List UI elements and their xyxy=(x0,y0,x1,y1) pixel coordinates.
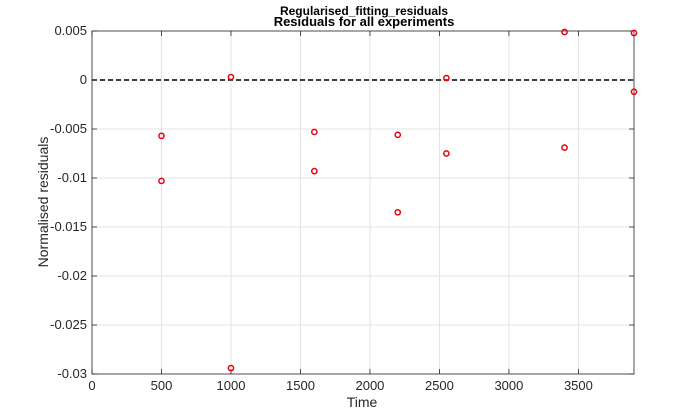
residual-point xyxy=(394,131,402,139)
x-tick-label: 1000 xyxy=(217,378,246,393)
chart-title: Residuals for all experiments xyxy=(274,14,455,29)
residual-point xyxy=(561,144,568,151)
x-tick-label: 2000 xyxy=(355,378,384,393)
x-tick-label: 3000 xyxy=(494,378,523,393)
residual-point xyxy=(630,29,638,37)
residual-point xyxy=(227,73,235,81)
x-tick-label: 500 xyxy=(151,378,173,393)
x-tick-label: 0 xyxy=(88,378,95,393)
y-tick-label: -0.02 xyxy=(57,268,87,283)
y-tick-label: -0.005 xyxy=(50,121,87,136)
y-tick-label: -0.025 xyxy=(50,317,87,332)
grid-lines xyxy=(91,30,634,375)
residual-point xyxy=(630,88,638,96)
y-axis-ticks: -0.03 -0.025 -0.02 -0.015 -0.01 -0.005 0 0.005 xyxy=(50,23,634,381)
data-points xyxy=(158,28,638,372)
y-tick-label: -0.03 xyxy=(57,366,87,381)
residual-point xyxy=(443,74,450,82)
y-tick-label: -0.015 xyxy=(50,219,87,234)
residual-point xyxy=(311,167,318,175)
residual-point xyxy=(227,364,235,372)
y-axis-label: Normalised residuals xyxy=(35,137,51,268)
y-tick-label: 0 xyxy=(80,72,87,87)
residual-point xyxy=(561,28,568,36)
x-tick-label: 3500 xyxy=(564,378,593,393)
x-tick-label: 2500 xyxy=(425,378,454,393)
residual-point xyxy=(158,132,165,140)
residual-point xyxy=(394,208,402,216)
residual-point xyxy=(158,177,165,185)
x-axis-label: Time xyxy=(347,394,378,410)
y-tick-label: 0.005 xyxy=(54,23,87,38)
residual-point xyxy=(443,150,450,157)
residual-point xyxy=(311,128,318,136)
plot-area-frame xyxy=(91,30,635,375)
figure-window-title: Regularised_fitting_residuals xyxy=(280,4,448,18)
y-tick-label: -0.01 xyxy=(57,170,87,185)
x-tick-label: 1500 xyxy=(286,378,315,393)
x-axis-ticks: 0 500 1000 1500 2000 2500 3000 3500 xyxy=(88,31,593,393)
